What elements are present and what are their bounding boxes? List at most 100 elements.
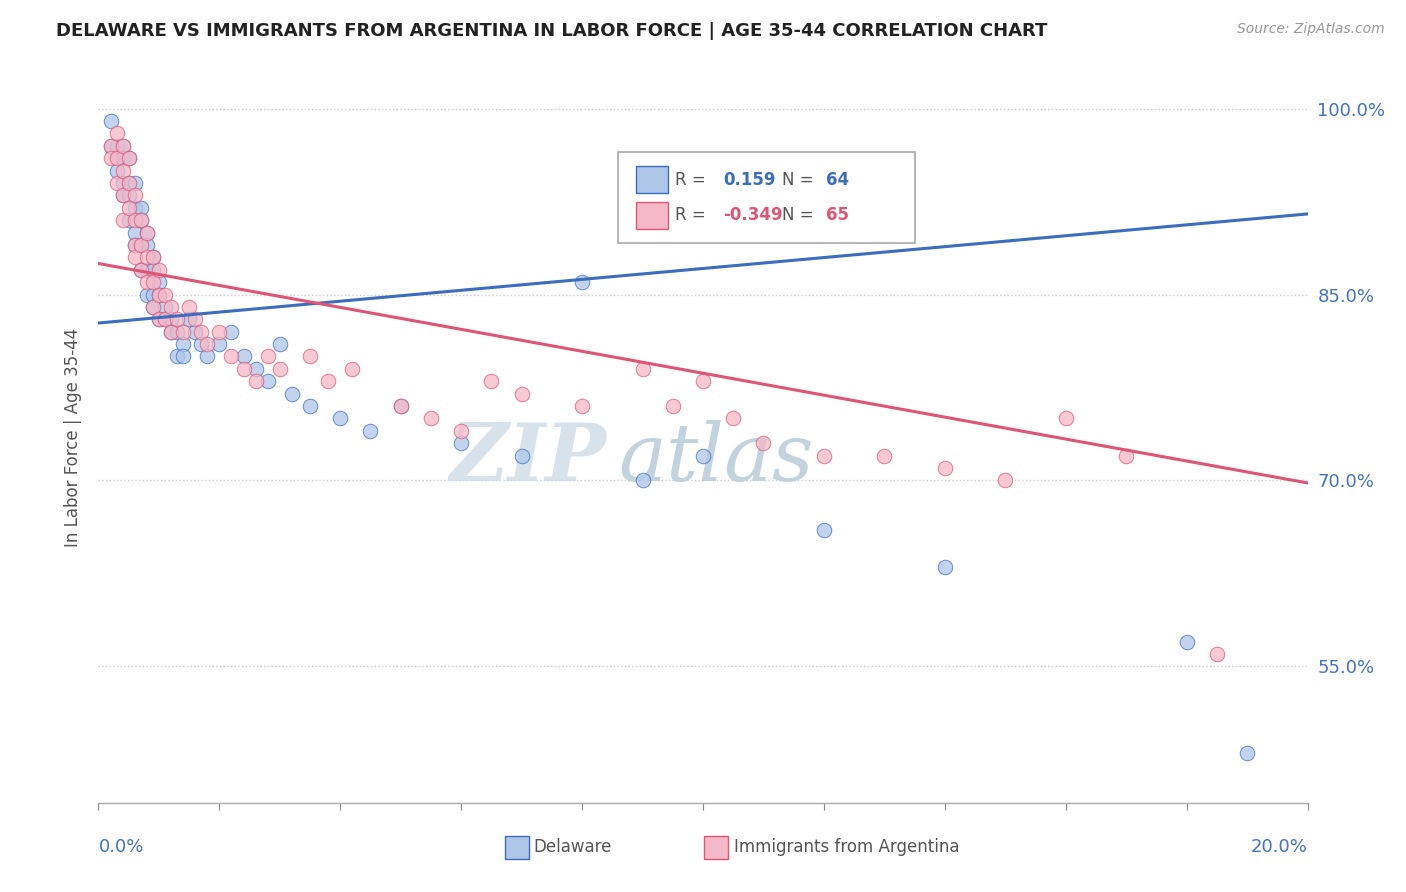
Point	[510, 449, 533, 463]
Text: 64: 64	[827, 170, 849, 188]
Point	[160, 325, 183, 339]
Point	[118, 151, 141, 165]
Point	[329, 411, 352, 425]
Point	[111, 138, 134, 153]
Point	[934, 461, 956, 475]
Point	[153, 312, 176, 326]
Point	[129, 262, 152, 277]
Point	[160, 325, 183, 339]
Text: N =: N =	[782, 170, 818, 188]
Point	[100, 138, 122, 153]
Point	[256, 374, 278, 388]
Point	[232, 350, 254, 364]
Text: R =: R =	[675, 170, 711, 188]
Text: 0.0%: 0.0%	[98, 838, 143, 855]
FancyBboxPatch shape	[637, 202, 668, 228]
Point	[111, 188, 134, 202]
Text: DELAWARE VS IMMIGRANTS FROM ARGENTINA IN LABOR FORCE | AGE 35-44 CORRELATION CHA: DELAWARE VS IMMIGRANTS FROM ARGENTINA IN…	[56, 22, 1047, 40]
Point	[723, 411, 745, 425]
Point	[389, 399, 412, 413]
Point	[118, 176, 141, 190]
Point	[195, 337, 218, 351]
Point	[269, 362, 291, 376]
Point	[360, 424, 382, 438]
Point	[166, 350, 188, 364]
Point	[994, 474, 1017, 488]
Point	[281, 386, 304, 401]
Point	[160, 312, 183, 326]
Point	[631, 362, 654, 376]
Text: 20.0%: 20.0%	[1251, 838, 1308, 855]
Point	[148, 262, 170, 277]
Point	[148, 287, 170, 301]
Point	[299, 350, 322, 364]
Point	[179, 300, 201, 314]
Text: Source: ZipAtlas.com: Source: ZipAtlas.com	[1237, 22, 1385, 37]
Text: atlas: atlas	[619, 420, 814, 498]
Point	[148, 275, 170, 289]
Point	[135, 226, 157, 240]
Text: N =: N =	[782, 206, 818, 225]
Text: Immigrants from Argentina: Immigrants from Argentina	[734, 838, 960, 855]
Point	[450, 436, 472, 450]
Point	[208, 337, 231, 351]
Point	[135, 287, 157, 301]
Point	[111, 188, 134, 202]
Point	[813, 449, 835, 463]
Point	[752, 436, 775, 450]
Point	[172, 350, 194, 364]
Point	[316, 374, 339, 388]
Point	[124, 238, 146, 252]
Point	[245, 374, 267, 388]
Point	[142, 300, 165, 314]
Point	[135, 275, 157, 289]
Point	[105, 176, 128, 190]
Point	[124, 213, 146, 227]
Point	[105, 138, 128, 153]
Point	[105, 126, 128, 140]
Point	[111, 138, 134, 153]
Point	[153, 287, 176, 301]
Point	[1175, 634, 1198, 648]
Point	[160, 300, 183, 314]
Point	[129, 213, 152, 227]
Text: R =: R =	[675, 206, 711, 225]
Point	[124, 250, 146, 264]
Y-axis label: In Labor Force | Age 35-44: In Labor Force | Age 35-44	[65, 327, 83, 547]
Point	[105, 151, 128, 165]
FancyBboxPatch shape	[704, 836, 728, 859]
Point	[873, 449, 896, 463]
Point	[389, 399, 412, 413]
Point	[100, 138, 122, 153]
Point	[1054, 411, 1077, 425]
Point	[692, 449, 714, 463]
Point	[142, 275, 165, 289]
Point	[1206, 647, 1229, 661]
Point	[100, 151, 122, 165]
Point	[571, 275, 593, 289]
FancyBboxPatch shape	[619, 152, 915, 244]
Point	[195, 350, 218, 364]
Point	[184, 325, 207, 339]
Point	[342, 362, 364, 376]
FancyBboxPatch shape	[505, 836, 529, 859]
Point	[135, 238, 157, 252]
Text: -0.349: -0.349	[724, 206, 783, 225]
Point	[118, 201, 141, 215]
Point	[1236, 746, 1258, 760]
Point	[129, 238, 152, 252]
Point	[100, 114, 122, 128]
Point	[481, 374, 503, 388]
Point	[153, 312, 176, 326]
Point	[934, 560, 956, 574]
Point	[232, 362, 254, 376]
Point	[190, 337, 212, 351]
Point	[124, 176, 146, 190]
Point	[148, 287, 170, 301]
Point	[420, 411, 443, 425]
Point	[129, 213, 152, 227]
Point	[111, 151, 134, 165]
Point	[631, 474, 654, 488]
Point	[142, 262, 165, 277]
Point	[111, 176, 134, 190]
